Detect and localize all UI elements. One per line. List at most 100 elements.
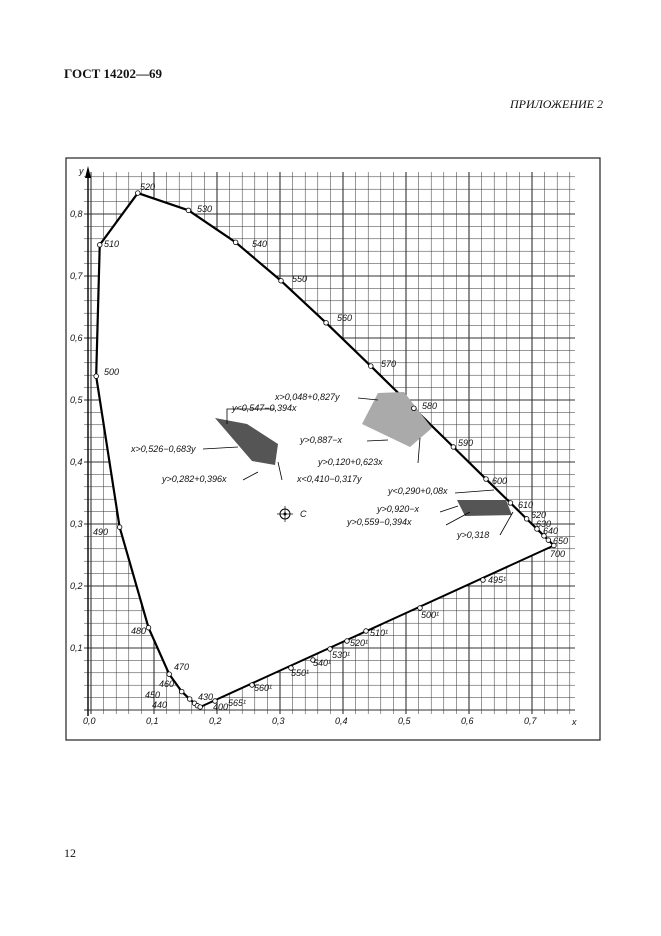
x-tick-label: 0,6 (461, 716, 474, 726)
wavelength-label: 590 (458, 438, 473, 448)
purple-point (212, 698, 218, 704)
y-tick-label: 0,5 (70, 395, 84, 405)
leader-line (417, 437, 421, 464)
locus-point (232, 239, 239, 246)
purple-label: 510¹ (370, 628, 388, 638)
locus-point (450, 444, 457, 450)
white-point-label: C (300, 509, 307, 519)
locus-point (323, 320, 329, 326)
purple-label: 550¹ (291, 668, 309, 678)
purple-point (344, 638, 350, 644)
appendix: ПРИЛОЖЕНИЕ 2 (510, 97, 603, 111)
locus-point (186, 696, 193, 702)
x-tick-label: 0,3 (272, 716, 285, 726)
purple-label: 495¹ (488, 575, 506, 585)
locus-point (166, 671, 172, 677)
purple-label: 520¹ (350, 638, 368, 648)
formula: x>0,048+0,827y (274, 392, 340, 402)
locus-point (116, 524, 123, 530)
x-tick-label: 0,4 (335, 716, 348, 726)
wavelength-label: 440 (152, 700, 167, 710)
wavelength-label: 560 (337, 313, 352, 323)
region-red (457, 500, 512, 516)
purple-line (199, 544, 555, 708)
wavelength-label: 510 (104, 239, 119, 249)
y-tick-label: 0,6 (70, 333, 83, 343)
doc-title: ГОСТ 14202—69 (64, 66, 163, 81)
locus-point (411, 405, 417, 412)
purple-label: 560¹ (254, 683, 272, 693)
wavelength-label: 470 (174, 662, 189, 672)
wavelength-label: 500 (104, 367, 119, 377)
y-tick-label: 0,3 (70, 519, 83, 529)
frame (65, 157, 601, 741)
formula: y>0,559−0,394x (346, 517, 412, 527)
purple-label: 540¹ (313, 658, 331, 668)
leader-line (499, 511, 514, 536)
locus-point (534, 526, 540, 532)
formula: x>0,526−0,683y (130, 444, 196, 454)
wavelength-label: 630 (536, 519, 551, 529)
purple-point (249, 682, 255, 688)
wavelength-label: 610 (518, 500, 533, 510)
wavelength-label: 450 (145, 690, 160, 700)
x-tick-label: 0,0 (83, 716, 96, 726)
locus-point (523, 516, 530, 522)
formula: y>0,282+0,396x (161, 474, 227, 484)
formula: y<0,290+0,08x (387, 486, 448, 496)
leader-line (439, 505, 459, 513)
purple-label: 565¹ (228, 698, 246, 708)
wavelength-label: 580 (422, 401, 437, 411)
y-arrow (85, 166, 91, 178)
locus-point (97, 242, 103, 248)
y-tick-label: 0,8 (70, 209, 83, 219)
leader-line (242, 471, 259, 481)
formula: y>0,920−x (376, 504, 420, 514)
wavelength-label: 700 (550, 549, 565, 559)
locus-point (545, 537, 552, 543)
locus-point (135, 190, 141, 196)
wavelength-label: 640 (543, 526, 558, 536)
x-tick-label: 0,1 (146, 716, 159, 726)
axis-label: y (78, 166, 84, 176)
wavelength-label: 400 (213, 702, 228, 712)
x-tick-label: 0,5 (398, 716, 412, 726)
locus-point (278, 278, 284, 284)
wavelength-label: 550 (292, 274, 307, 284)
purple-point (480, 577, 486, 583)
wavelength-label: 460 (159, 679, 174, 689)
y-tick-label: 0,4 (70, 457, 83, 467)
locus-point (483, 476, 489, 482)
leader-line (454, 489, 495, 494)
formula: y<0,547−0,394x (231, 403, 297, 413)
axis-label: x (571, 717, 577, 727)
wavelength-label: 490 (93, 527, 108, 537)
wavelength-label: 520 (140, 182, 155, 192)
leader-line (226, 408, 275, 424)
leader-line (366, 439, 389, 442)
page-number: 12 (64, 846, 76, 860)
wavelength-label: 540 (252, 239, 267, 249)
wavelength-label: 570 (381, 359, 396, 369)
formula: y>0,887−x (299, 435, 343, 445)
wavelength-label: 430 (198, 692, 213, 702)
purple-point (288, 665, 294, 671)
locus-point (197, 704, 203, 710)
formula: y>0,318 (456, 530, 489, 540)
y-tick-label: 0,1 (70, 643, 83, 653)
y-tick-label: 0,7 (70, 271, 84, 281)
purple-label: 500¹ (421, 610, 439, 620)
wavelength-label: 530 (197, 204, 212, 214)
gamut-area (96, 193, 554, 708)
wavelength-label: 650 (553, 536, 568, 546)
locus-point (93, 373, 99, 379)
locus-point (368, 363, 374, 369)
purple-point (417, 605, 423, 611)
locus-point (541, 533, 547, 539)
purple-label: 530¹ (332, 650, 350, 660)
formula: y>0,120+0,623x (317, 457, 383, 467)
locus-point (185, 207, 192, 214)
y-tick-label: 0,2 (70, 581, 83, 591)
